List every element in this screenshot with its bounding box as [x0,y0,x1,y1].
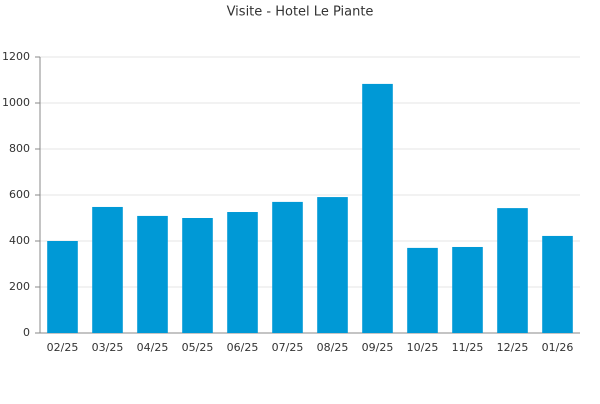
bar [227,212,258,333]
x-tick-label: 11/25 [452,341,484,354]
bar [497,208,528,333]
y-tick-label: 800 [9,142,30,155]
y-tick-label: 1200 [2,50,30,63]
x-tick-label: 12/25 [497,341,529,354]
y-tick-label: 0 [23,326,30,339]
bar [182,218,213,333]
bar [407,247,438,333]
y-tick-label: 1000 [2,96,30,109]
y-tick-label: 200 [9,280,30,293]
bar [542,235,573,333]
x-tick-label: 07/25 [272,341,304,354]
bar [362,83,393,333]
x-tick-label: 03/25 [92,341,124,354]
bar [137,215,168,333]
x-tick-label: 02/25 [47,341,79,354]
bar [272,201,303,333]
x-tick-label: 05/25 [182,341,214,354]
bar [92,206,123,333]
bar [452,246,483,333]
x-tick-label: 04/25 [137,341,169,354]
y-tick-label: 600 [9,188,30,201]
chart-title: Visite - Hotel Le Piante [227,5,374,20]
y-tick-label: 400 [9,234,30,247]
x-tick-label: 08/25 [317,341,349,354]
x-tick-label: 09/25 [362,341,394,354]
x-tick-label: 06/25 [227,341,259,354]
x-tick-label: 01/26 [542,341,574,354]
bar [317,197,348,333]
x-tick-label: 10/25 [407,341,439,354]
bar [47,241,78,333]
